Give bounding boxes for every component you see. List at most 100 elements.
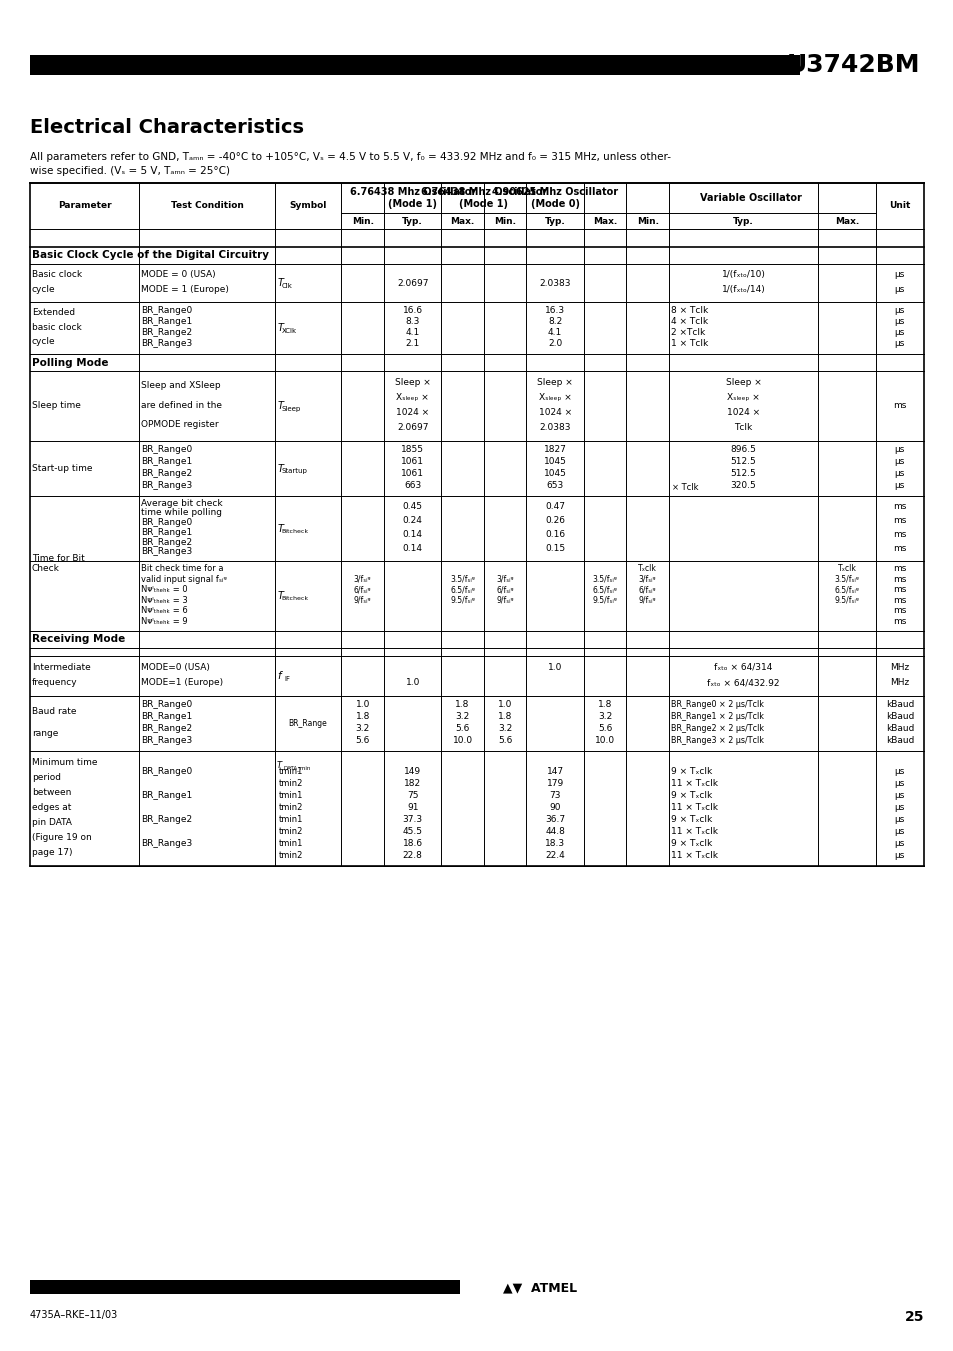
Text: 1827: 1827 [543,446,566,454]
Text: BR_Range3: BR_Range3 [141,547,193,557]
Text: 0.45: 0.45 [402,503,422,511]
Text: 896.5: 896.5 [730,446,756,454]
Text: 663: 663 [404,481,421,489]
Text: 45.5: 45.5 [402,827,422,836]
Text: Min.: Min. [494,216,516,226]
Text: Basic Clock Cycle of the Digital Circuitry: Basic Clock Cycle of the Digital Circuit… [32,250,269,261]
Text: range: range [32,728,58,738]
Text: 3/fₛᵢᵍ: 3/fₛᵢᵍ [639,574,656,584]
Text: 9 × Tₓᴄlk: 9 × Tₓᴄlk [670,839,711,848]
Text: 75: 75 [407,790,418,800]
Text: f: f [277,671,281,681]
Text: kBaud: kBaud [884,724,913,732]
Text: BR_Range2: BR_Range2 [141,538,193,547]
Text: 1.8: 1.8 [598,700,612,709]
Text: ms: ms [892,401,905,411]
Text: 22.8: 22.8 [402,851,422,861]
Text: 1061: 1061 [400,457,424,466]
Text: Xₛₗₑₑₚ ×: Xₛₗₑₑₚ × [395,393,429,403]
Text: 5.6: 5.6 [497,736,512,744]
Text: 6/fₛᵢᵍ: 6/fₛᵢᵍ [496,585,514,594]
Text: 3/fₛᵢᵍ: 3/fₛᵢᵍ [496,574,514,584]
Text: T: T [277,278,283,288]
Text: tmin1: tmin1 [278,839,303,848]
Text: 3.2: 3.2 [598,712,612,721]
Text: XClk: XClk [281,328,296,334]
Text: μs: μs [894,839,904,848]
Text: 3.5/fₛᵢᵍ: 3.5/fₛᵢᵍ [450,574,475,584]
Text: 73: 73 [549,790,560,800]
Text: μs: μs [894,481,904,489]
Text: 6.5/fₛᵢᵍ: 6.5/fₛᵢᵍ [834,585,859,594]
Text: Average bit check: Average bit check [141,499,223,508]
Text: BR_Range2: BR_Range2 [141,815,193,824]
Text: μs: μs [894,446,904,454]
Text: 9.5/fₛᵢᵍ: 9.5/fₛᵢᵍ [450,596,475,605]
Text: 3.2: 3.2 [355,724,370,732]
Text: 10.0: 10.0 [595,736,615,744]
Text: Baud rate: Baud rate [32,708,76,716]
Text: Max.: Max. [593,216,617,226]
Text: ms: ms [892,503,905,511]
Text: 6.5/fₛᵢᵍ: 6.5/fₛᵢᵍ [592,585,617,594]
Text: 1045: 1045 [543,457,566,466]
Text: μs: μs [894,815,904,824]
Text: T: T [276,761,281,770]
Text: 1.0: 1.0 [497,700,512,709]
Text: 512.5: 512.5 [730,469,756,478]
Text: BR_Range2: BR_Range2 [141,469,193,478]
Text: fₓₜₒ × 64/432.92: fₓₜₒ × 64/432.92 [706,678,779,688]
Text: 1024 ×: 1024 × [726,408,760,417]
Text: 1 × Tᴄlk: 1 × Tᴄlk [670,339,707,349]
Text: 3.2: 3.2 [497,724,512,732]
Text: 182: 182 [404,778,421,788]
Text: IF: IF [284,676,291,682]
Text: Tᴄlk: Tᴄlk [734,423,752,432]
Text: μs: μs [894,457,904,466]
Text: ms: ms [892,565,905,573]
Text: 4.1: 4.1 [547,328,561,336]
Text: 1.8: 1.8 [455,700,469,709]
Text: 149: 149 [404,766,421,775]
Text: tmin1: tmin1 [278,815,303,824]
Bar [30,55,800,76]
Text: 653: 653 [546,481,563,489]
Text: μs: μs [894,469,904,478]
Text: 22.4: 22.4 [545,851,564,861]
Text: Symbol: Symbol [289,201,327,211]
Text: BR_Range0: BR_Range0 [141,446,193,454]
Text: 0.16: 0.16 [544,530,564,539]
Text: μs: μs [894,285,904,293]
Text: period: period [32,773,61,782]
Text: 3.5/fₛᵢᵍ: 3.5/fₛᵢᵍ [834,574,859,584]
Text: 2.0383: 2.0383 [538,423,570,432]
Text: BR_Range1: BR_Range1 [141,790,193,800]
Text: 9.5/fₛᵢᵍ: 9.5/fₛᵢᵍ [592,596,617,605]
Text: Xₛₗₑₑₚ ×: Xₛₗₑₑₚ × [726,393,760,403]
Text: MODE = 1 (Europe): MODE = 1 (Europe) [141,285,229,293]
Text: frequency: frequency [32,678,77,688]
Text: Min.: Min. [352,216,374,226]
Text: 16.3: 16.3 [544,305,564,315]
Text: Unit: Unit [888,201,909,211]
Text: fₓₜₒ × 64/314: fₓₜₒ × 64/314 [714,663,772,671]
Text: Parameter: Parameter [58,201,112,211]
Text: 512.5: 512.5 [730,457,756,466]
Text: μs: μs [894,778,904,788]
Text: Intermediate: Intermediate [32,663,91,671]
Text: 11 × Tₓᴄlk: 11 × Tₓᴄlk [670,827,718,836]
Text: ms: ms [892,544,905,553]
Text: BR_Range1: BR_Range1 [141,712,193,721]
Text: DATA_min: DATA_min [283,765,311,770]
Text: Sleep and XSleep: Sleep and XSleep [141,381,220,390]
Text: tmin2: tmin2 [278,778,303,788]
Text: 9 × Tₓᴄlk: 9 × Tₓᴄlk [670,815,711,824]
Text: 1.8: 1.8 [497,712,512,721]
Text: 4.1: 4.1 [405,328,419,336]
Text: Minimum time: Minimum time [32,758,97,767]
Text: μs: μs [894,317,904,326]
Text: Time for Bit
Check: Time for Bit Check [32,554,85,573]
Text: (Figure 19 on: (Figure 19 on [32,834,91,842]
Text: tmin2: tmin2 [278,827,303,836]
Text: 0.15: 0.15 [544,544,564,553]
